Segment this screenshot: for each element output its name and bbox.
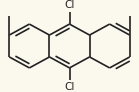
Text: Cl: Cl xyxy=(64,82,75,92)
Text: Cl: Cl xyxy=(64,0,75,10)
